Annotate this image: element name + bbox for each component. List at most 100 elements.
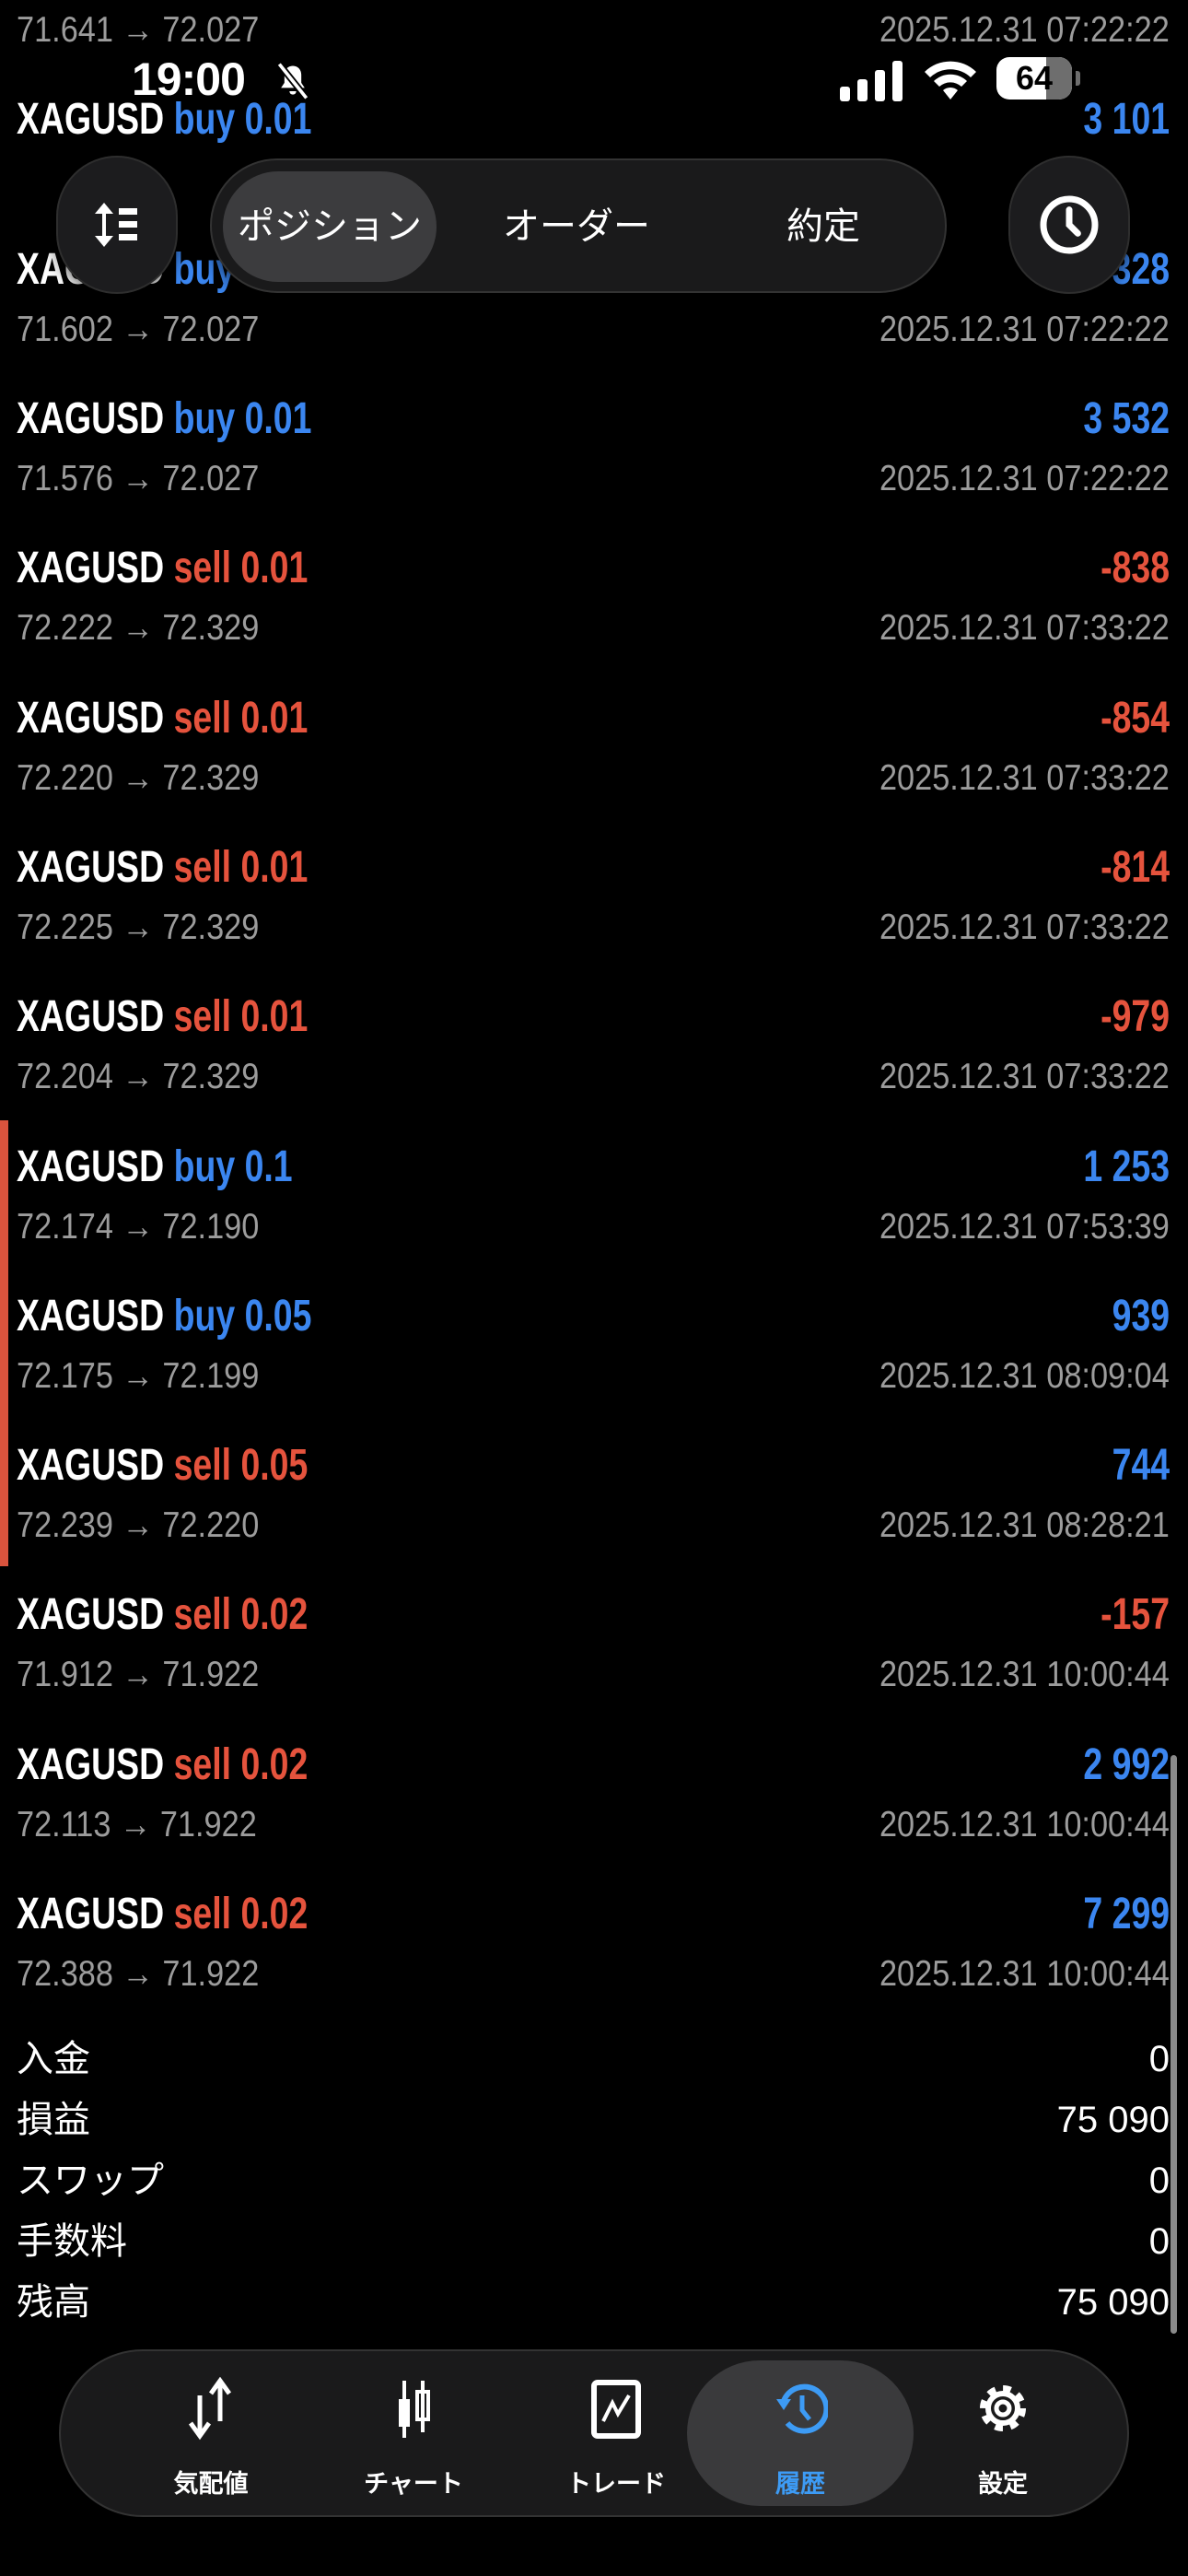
- selection-marker: [0, 1120, 8, 1566]
- nav-history[interactable]: 履歴: [687, 2360, 914, 2506]
- deal-prices: 72.225 → 72.329: [17, 907, 260, 947]
- deal-profit: -838: [1101, 544, 1170, 593]
- deal-date: 2025.12.31 10:00:44: [879, 1954, 1170, 1994]
- summary-value: 0: [1148, 2221, 1170, 2262]
- deal-row[interactable]: 71.641 → 72.027 2025.12.31 07:22:22: [0, 0, 1188, 95]
- deal-row[interactable]: XAGUSD buy 0.05 939 72.175 → 72.199 2025.12…: [0, 1292, 1188, 1441]
- deal-profit: 744: [1112, 1441, 1170, 1491]
- deal-side: sell: [173, 1890, 232, 1938]
- deal-prices: 71.602 → 72.027: [17, 309, 260, 349]
- deal-lot: 0.01: [240, 693, 309, 743]
- deal-row[interactable]: XAGUSD sell 0.01 -979 72.204 → 72.329 2025.…: [0, 992, 1188, 1142]
- bottom-tab-bar[interactable]: 気配値 チャート トレード 履歴 設定: [59, 2349, 1129, 2517]
- history-icon: [776, 2383, 828, 2434]
- deal-lot: 0.01: [240, 992, 309, 1042]
- deal-profit: -157: [1101, 1590, 1170, 1640]
- deal-profit: 7 299: [1083, 1890, 1170, 1938]
- deal-symbol: XAGUSD: [17, 693, 165, 743]
- deal-side: sell: [173, 1590, 232, 1640]
- summary-value: 0: [1148, 2160, 1170, 2201]
- nav-chart[interactable]: チャート: [300, 2360, 527, 2506]
- deal-title: XAGUSD buy 0.05: [17, 1292, 311, 1341]
- deal-prices: 71.576 → 72.027: [17, 459, 260, 498]
- deal-date: 2025.12.31 07:33:22: [879, 757, 1170, 798]
- deal-date: 2025.12.31 08:28:21: [879, 1505, 1170, 1546]
- deal-row[interactable]: XAGUSD sell 0.02 -157 71.912 → 71.922 2025.…: [0, 1590, 1188, 1739]
- silent-bell-icon: [276, 62, 309, 100]
- deal-title: XAGUSD sell 0.01: [17, 544, 308, 593]
- deal-symbol: XAGUSD: [17, 842, 165, 892]
- deal-date: 2025.12.31 10:00:44: [879, 1655, 1170, 1695]
- deal-side: sell: [173, 693, 232, 743]
- deal-prices: 71.641 → 72.027: [17, 10, 260, 51]
- tab-positions[interactable]: ポジション: [223, 171, 437, 282]
- status-time: 19:00: [132, 53, 246, 105]
- scrollbar[interactable]: [1171, 1755, 1177, 2334]
- period-button[interactable]: [1008, 156, 1130, 294]
- deal-title: XAGUSD buy 0.1: [17, 1142, 293, 1192]
- candlestick-icon: [399, 2381, 430, 2438]
- deal-title: XAGUSD sell 0.01: [17, 694, 308, 744]
- history-type-tabs[interactable]: ポジション オーダー 約定: [210, 158, 947, 293]
- deal-prices: 72.388 → 71.922: [17, 1954, 260, 1994]
- deal-date: 2025.12.31 08:09:04: [879, 1355, 1170, 1396]
- nav-trade[interactable]: トレード: [503, 2360, 729, 2506]
- deal-profit: 3 532: [1083, 394, 1170, 443]
- deal-prices: 72.113 → 71.922: [17, 1804, 257, 1844]
- deal-symbol: XAGUSD: [17, 95, 165, 145]
- deal-date: 2025.12.31 07:22:22: [879, 459, 1170, 498]
- deal-row[interactable]: XAGUSD sell 0.01 -814 72.225 → 72.329 2025.…: [0, 843, 1188, 992]
- deal-row[interactable]: XAGUSD buy 0.1 1 253 72.174 → 72.190 2025.1…: [0, 1142, 1188, 1292]
- deal-profit: -854: [1101, 693, 1170, 743]
- quotes-arrows-icon: [188, 2377, 232, 2441]
- deal-lot: 0.1: [244, 1142, 293, 1191]
- deal-title: XAGUSD sell 0.02: [17, 1890, 308, 1939]
- sort-button[interactable]: [56, 156, 178, 294]
- summary-label: 損益: [17, 2100, 90, 2140]
- deal-row[interactable]: XAGUSD sell 0.02 7 299 72.388 → 71.922 2025…: [0, 1890, 1188, 2039]
- deal-side: sell: [173, 1441, 232, 1491]
- summary-value: 0: [1148, 2039, 1170, 2079]
- summary-label: 入金: [17, 2039, 90, 2079]
- deal-prices: 72.174 → 72.190: [17, 1206, 260, 1247]
- nav-quotes[interactable]: 気配値: [98, 2360, 324, 2506]
- tab-deals[interactable]: 約定: [786, 206, 860, 247]
- deal-title: XAGUSD sell 0.02: [17, 1740, 308, 1790]
- nav-label: チャート: [364, 2470, 463, 2498]
- summary-row: 入金 0: [17, 2032, 1170, 2087]
- deal-symbol: XAGUSD: [17, 992, 165, 1042]
- deal-row[interactable]: XAGUSD sell 0.02 2 992 72.113 → 71.922 2025…: [0, 1740, 1188, 1890]
- deal-row[interactable]: XAGUSD buy 0.01 3 101: [0, 95, 1188, 244]
- gear-icon: [980, 2385, 1026, 2431]
- deal-profit: 3 101: [1083, 95, 1170, 145]
- summary-label: スワップ: [17, 2160, 164, 2201]
- deal-symbol: XAGUSD: [17, 1142, 165, 1191]
- deal-row[interactable]: XAGUSD sell 0.01 -838 72.222 → 72.329 2025.…: [0, 544, 1188, 693]
- deal-row[interactable]: XAGUSD sell 0.01 -854 72.220 → 72.329 2025.…: [0, 694, 1188, 843]
- summary-value: 75 090: [1056, 2100, 1170, 2140]
- deal-title: XAGUSD sell 0.02: [17, 1590, 308, 1640]
- tab-orders[interactable]: オーダー: [503, 206, 650, 247]
- deal-lot: 0.02: [240, 1590, 309, 1640]
- deal-side: buy: [173, 1291, 236, 1341]
- battery-tip: [1076, 71, 1080, 86]
- nav-label: 履歴: [775, 2470, 825, 2498]
- deal-prices: 72.239 → 72.220: [17, 1505, 260, 1546]
- deal-row[interactable]: XAGUSD buy 0.01 3 532 71.576 → 72.027 2025.…: [0, 394, 1188, 544]
- deal-prices: 72.220 → 72.329: [17, 757, 260, 798]
- sort-icon: [95, 203, 137, 247]
- deal-lot: 0.01: [240, 544, 309, 593]
- deal-date: 2025.12.31 07:22:22: [879, 309, 1170, 349]
- nav-settings[interactable]: 設定: [890, 2360, 1116, 2506]
- deal-title: XAGUSD buy 0.01: [17, 394, 311, 444]
- trade-chart-icon: [591, 2380, 641, 2439]
- deal-profit: 939: [1112, 1291, 1170, 1341]
- summary-label: 残高: [17, 2282, 90, 2323]
- deal-side: sell: [173, 992, 232, 1042]
- deal-row[interactable]: XAGUSD sell 0.05 744 72.239 → 72.220 2025.1…: [0, 1441, 1188, 1590]
- deal-side: buy: [173, 394, 236, 443]
- deal-side: sell: [173, 544, 232, 593]
- deal-side: buy: [173, 95, 236, 145]
- battery-icon: 64: [996, 57, 1072, 100]
